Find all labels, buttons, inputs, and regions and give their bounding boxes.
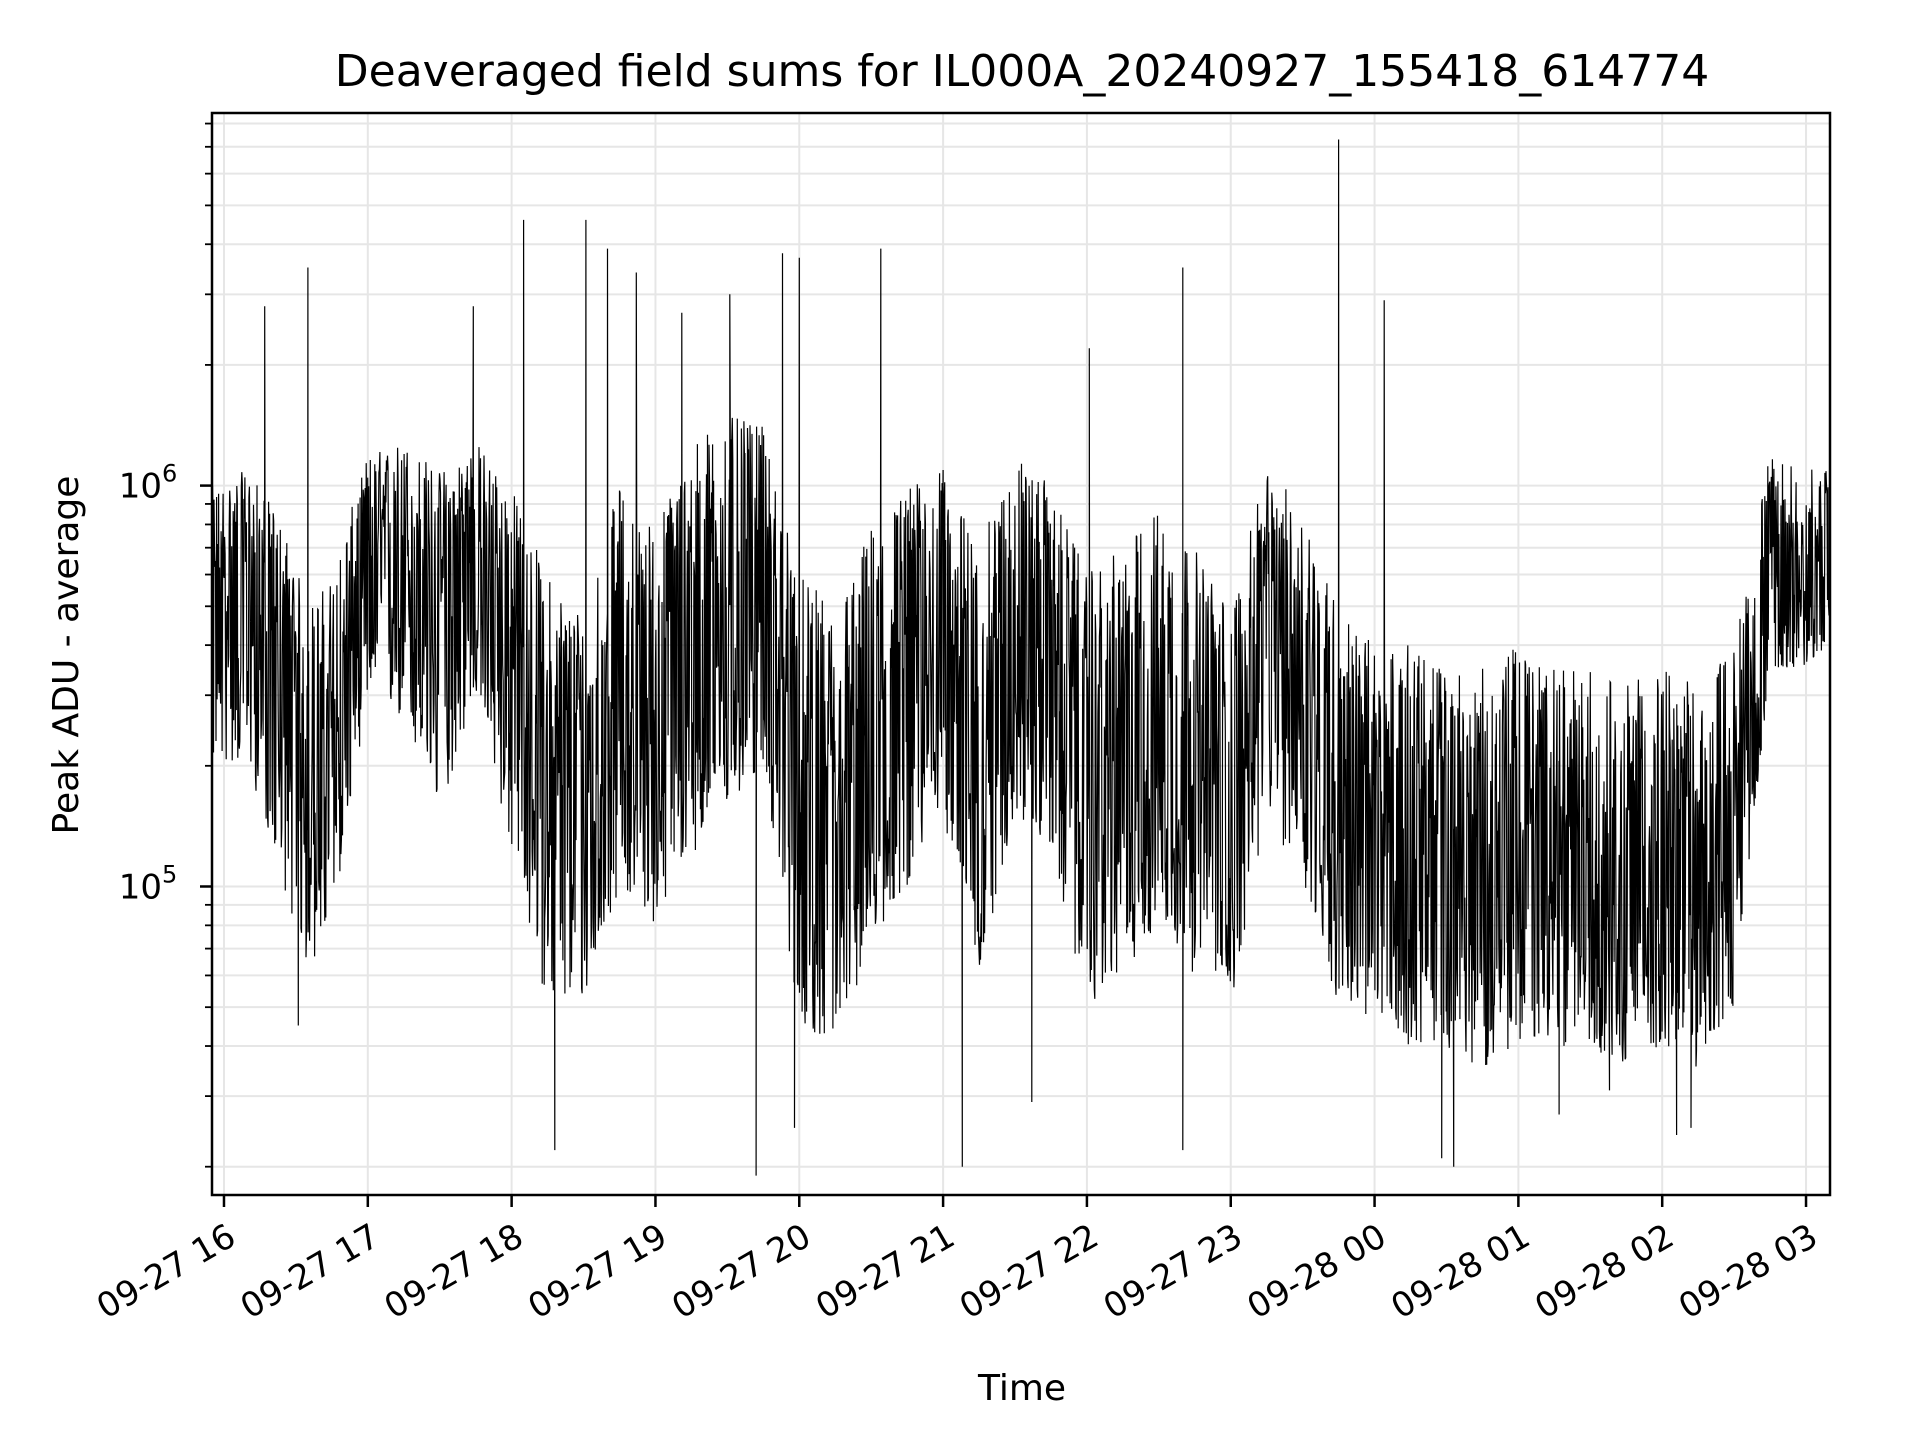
y-tick-label: 105 (119, 860, 178, 907)
y-tick-label: 106 (119, 460, 178, 507)
chart-title: Deaveraged field sums for IL000A_2024092… (335, 46, 1709, 97)
series-path (211, 139, 1831, 1176)
plot-frame (210, 111, 1832, 1197)
y-axis-label: Peak ADU - average (46, 476, 87, 835)
x-axis-label: Time (977, 1368, 1066, 1409)
series-line (211, 139, 1831, 1176)
